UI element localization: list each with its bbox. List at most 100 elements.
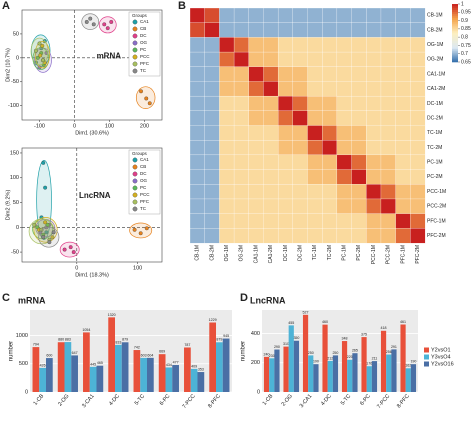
heat-cell [248,198,264,214]
point [41,58,45,63]
x-tick-label: 2-OG [281,393,294,407]
value-label: 879 [122,338,128,342]
row-label: PCC-1M [427,189,446,195]
point [68,245,73,250]
heat-cell [307,154,323,170]
heat-cell [307,95,323,112]
heat-cell [292,184,308,200]
heat-cell [204,154,220,170]
bar [366,366,372,392]
value-label: 212 [327,356,333,360]
bar [288,325,294,392]
heat-cell [248,37,264,53]
heat-cell [322,125,338,141]
heat-cell [307,81,323,97]
heat-cell [366,81,382,97]
heat-cell [322,51,338,68]
colorbar-step [452,46,458,49]
heat-cell [189,95,206,112]
point [37,41,42,46]
y-axis-title: Dim2 (9.2%) [5,190,11,221]
point [62,247,67,252]
y-tick-label: 0 [257,389,260,395]
legend-marker [132,199,138,205]
point [43,220,48,225]
legend-label: OG [140,178,148,183]
point [71,250,76,255]
heat-cell [219,66,235,82]
value-label: 460 [322,320,328,324]
heat-cell [204,198,220,214]
heat-cell [395,81,411,97]
value-label: 310 [283,342,289,346]
heat-cell [248,95,264,112]
row-label: OG-1M [427,42,443,48]
bar [410,364,417,392]
heat-cell [189,81,206,97]
point [147,101,152,106]
heat-cell [380,213,396,229]
heat-cell [307,22,323,38]
column-label: TC-2M [327,245,333,260]
panel-letter: B [178,0,186,12]
value-label: 291 [391,345,397,349]
colorbar-step [452,36,458,40]
heat-cell [248,7,264,24]
colorbar-step [452,48,458,51]
heat-cell [307,228,323,244]
heat-cell [219,140,235,156]
legend-label: TC [140,68,147,73]
heat-cell [336,22,352,38]
heat-cell [219,22,235,38]
heat-cell [322,213,338,229]
value-label: 833 [115,340,121,344]
heat-cell [322,66,338,82]
heat-cell [307,169,323,185]
x-tick-label: 6-PC [159,393,172,406]
bar [83,332,90,392]
y-tick-label: 0 [16,225,19,231]
heat-cell [292,213,308,229]
x-tick-label: -100 [34,123,45,129]
heat-cell [204,51,220,68]
heat-cell [248,169,264,185]
heat-cell [248,110,264,126]
bar [121,342,129,392]
heat-cell [336,169,352,185]
point [84,20,89,24]
column-label: CA1-2M [268,245,274,263]
bar [184,347,191,392]
column-label: CB-2M [209,245,215,261]
heat-cell [380,198,396,214]
x-tick-label: 0 [73,123,76,129]
colorbar-step [452,15,458,18]
colorbar-step [452,44,458,47]
point [105,26,110,31]
colorbar-step [452,58,458,61]
heat-cell [395,213,411,229]
row-label: DC-2M [427,115,443,121]
value-label: 1229 [209,318,217,322]
column-label: DC-1M [283,245,289,261]
heat-cell [292,7,308,24]
heat-cell [322,81,338,97]
value-label: 418 [381,326,387,330]
heat-cell [410,140,426,156]
colorbar-label: 0.75 [461,43,471,49]
heat-cell [395,198,411,214]
heat-cell [351,198,367,214]
colorbar-step [452,9,458,13]
heat-cell [248,228,264,244]
colorbar-label: 0.85 [461,26,471,32]
bar [274,349,280,392]
row-label: CA1-1M [427,71,445,77]
bar [140,357,147,392]
row-label: PFC-1M [427,218,446,224]
heat-cell [189,169,206,185]
x-tick-label: 4-DC [108,393,121,407]
bar [158,354,166,392]
heat-cell [336,228,352,244]
heat-cell [322,169,338,185]
heat-cell [351,22,367,38]
